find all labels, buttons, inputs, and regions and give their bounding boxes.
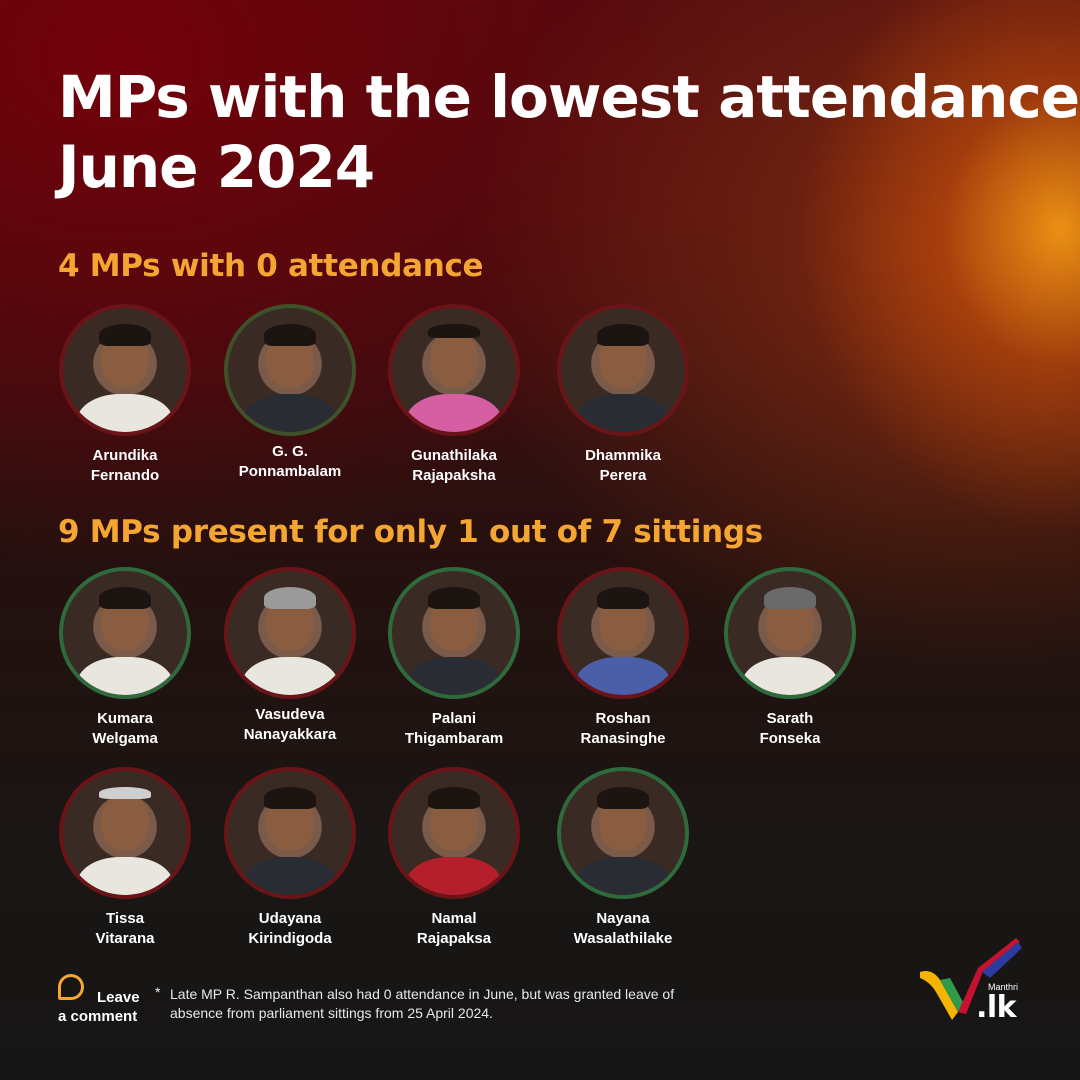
mp-card: Roshan Ranasinghe: [538, 567, 708, 749]
mp-portrait: [59, 767, 191, 899]
mp-card: Udayana Kirindigoda: [205, 767, 375, 949]
manthri-logo: Manthri .lk: [918, 932, 1028, 1027]
mp-portrait: [557, 767, 689, 899]
mp-portrait: [224, 767, 356, 899]
mp-name: Vasudeva Nanayakkara: [243, 706, 337, 743]
mp-portrait: [388, 304, 520, 436]
footnote-text: Late MP R. Sampanthan also had 0 attenda…: [170, 986, 675, 1021]
one-sitting-heading: 9 MPs present for only 1 out of 7 sittin…: [58, 514, 763, 550]
mp-card: G. G. Ponnambalam: [205, 304, 375, 482]
mp-name: Sarath Fonseka: [759, 710, 821, 747]
mp-name: G. G. Ponnambalam: [238, 443, 342, 480]
mp-name: Palani Thigambaram: [404, 710, 504, 747]
logo-main-text: .lk: [976, 990, 1017, 1025]
footnote: * Late MP R. Sampanthan also had 0 atten…: [155, 984, 695, 1023]
mp-name: Namal Rajapaksa: [416, 910, 492, 947]
mp-name: Roshan Ranasinghe: [580, 710, 666, 747]
mp-name: Tissa Vitarana: [95, 910, 155, 947]
mp-card: Arundika Fernando: [40, 304, 210, 486]
checkmark-logo-icon: [920, 938, 1022, 1020]
footnote-marker: *: [155, 984, 161, 1000]
mp-card: Dhammika Perera: [538, 304, 708, 486]
mp-portrait: [557, 304, 689, 436]
mp-card: Gunathilaka Rajapaksha: [369, 304, 539, 486]
mp-name: Kumara Welgama: [92, 710, 158, 747]
title-line-2: June 2024: [58, 133, 375, 201]
mp-name: Nayana Wasalathilake: [573, 910, 673, 947]
mp-card: Sarath Fonseka: [705, 567, 875, 749]
mp-portrait: [224, 304, 356, 436]
mp-card: Nayana Wasalathilake: [538, 767, 708, 949]
mp-name: Udayana Kirindigoda: [248, 910, 332, 947]
mp-card: Vasudeva Nanayakkara: [205, 567, 375, 745]
logo-small-text: Manthri: [988, 982, 1019, 992]
leave-comment-label: Leave a comment: [58, 989, 140, 1025]
mp-portrait: [224, 567, 356, 699]
mp-portrait: [388, 567, 520, 699]
mp-card: Namal Rajapaksa: [369, 767, 539, 949]
mp-portrait: [388, 767, 520, 899]
mp-portrait: [59, 304, 191, 436]
mp-card: Tissa Vitarana: [40, 767, 210, 949]
mp-card: Palani Thigambaram: [369, 567, 539, 749]
mp-portrait: [724, 567, 856, 699]
mp-name: Dhammika Perera: [585, 447, 661, 484]
zero-attendance-heading: 4 MPs with 0 attendance: [58, 248, 484, 284]
mp-portrait: [557, 567, 689, 699]
speech-bubble-icon: [58, 974, 84, 1000]
mp-name: Gunathilaka Rajapaksha: [411, 447, 497, 484]
mp-name: Arundika Fernando: [90, 447, 160, 484]
page-title: MPs with the lowest attendance June 2024: [58, 62, 1080, 202]
mp-card: Kumara Welgama: [40, 567, 210, 749]
title-line-1: MPs with the lowest attendance: [58, 63, 1080, 131]
mp-portrait: [59, 567, 191, 699]
